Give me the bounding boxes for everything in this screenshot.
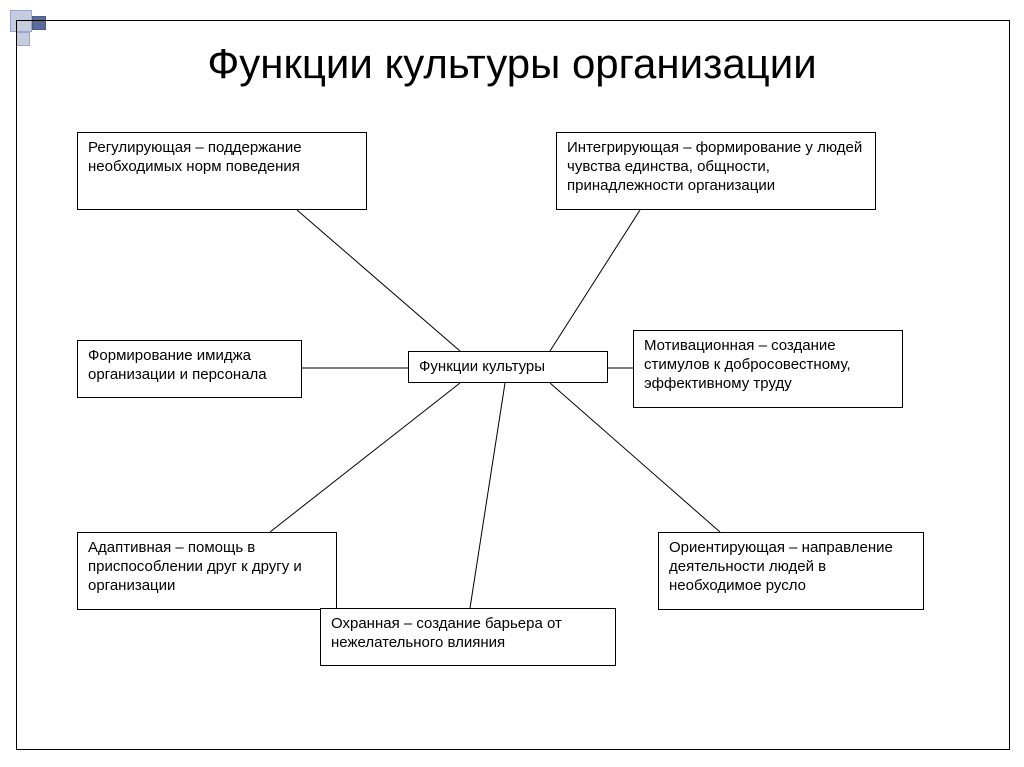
node-integrating: Интегрирующая – формирование у людей чув… [556,132,876,210]
node-adaptive: Адаптивная – помощь в приспособлении дру… [77,532,337,610]
node-integrating-text: Интегрирующая – формирование у людей чув… [567,139,862,194]
node-orienting: Ориентирующая – направление деятельности… [658,532,924,610]
node-protective-text: Охранная – создание барьера от нежелател… [331,615,562,651]
node-protective: Охранная – создание барьера от нежелател… [320,608,616,666]
node-image: Формирование имиджа организации и персон… [77,340,302,398]
node-regulating: Регулирующая – поддержание необходимых н… [77,132,367,210]
node-image-text: Формирование имиджа организации и персон… [88,347,267,383]
node-regulating-text: Регулирующая – поддержание необходимых н… [88,139,302,175]
center-node-label: Функции культуры [419,358,545,375]
node-motivational: Мотивационная – создание стимулов к добр… [633,330,903,408]
node-orienting-text: Ориентирующая – направление деятельности… [669,539,893,594]
page-title: Функции культуры организации [0,40,1024,88]
center-node: Функции культуры [408,351,608,383]
node-motivational-text: Мотивационная – создание стимулов к добр… [644,337,851,392]
node-adaptive-text: Адаптивная – помощь в приспособлении дру… [88,539,302,594]
